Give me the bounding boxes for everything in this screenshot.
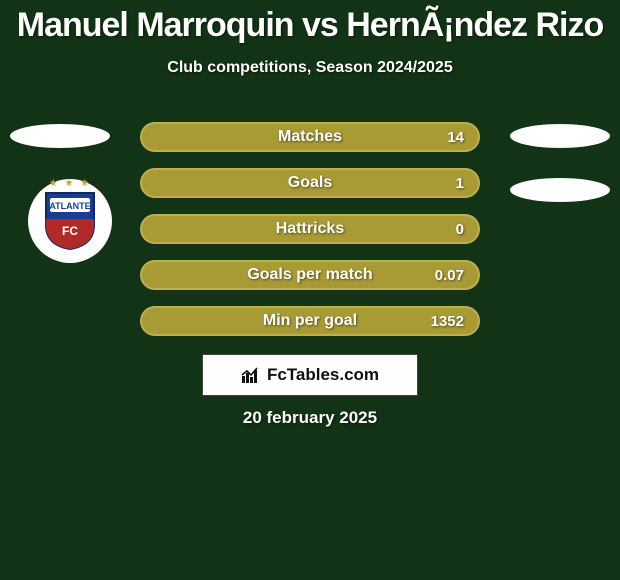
stat-bar-goals: Goals 1 (140, 168, 480, 198)
club-shield-icon: ★ ★ ★ ATLANTE FC (44, 191, 96, 251)
stat-label: Hattricks (276, 220, 344, 238)
stat-label: Min per goal (263, 312, 357, 330)
stats-bars: Matches 14 Goals 1 Hattricks 0 Goals per… (140, 122, 480, 352)
stat-bar-goals-per-match: Goals per match 0.07 (140, 260, 480, 290)
club-badge: ★ ★ ★ ATLANTE FC (28, 179, 112, 263)
bar-chart-icon (241, 366, 261, 384)
stat-value: 1352 (431, 313, 464, 330)
stat-bar-matches: Matches 14 (140, 122, 480, 152)
stat-label: Matches (278, 128, 342, 146)
right-player-slot-2 (510, 178, 610, 202)
stat-bar-hattricks: Hattricks 0 (140, 214, 480, 244)
source-logo[interactable]: FcTables.com (202, 354, 418, 396)
stat-value: 14 (447, 129, 464, 146)
svg-text:FC: FC (62, 224, 78, 238)
stat-value: 0.07 (435, 267, 464, 284)
snapshot-date: 20 february 2025 (0, 408, 620, 428)
page-title: Manuel Marroquin vs HernÃ¡ndez Rizo (0, 0, 620, 45)
stat-value: 1 (456, 175, 464, 192)
badge-stars-icon: ★ ★ ★ (44, 178, 96, 189)
source-logo-text: FcTables.com (267, 365, 379, 385)
stat-value: 0 (456, 221, 464, 238)
stat-bar-min-per-goal: Min per goal 1352 (140, 306, 480, 336)
subtitle: Club competitions, Season 2024/2025 (0, 59, 620, 77)
stat-label: Goals per match (247, 266, 372, 284)
left-player-slot (10, 124, 110, 148)
stat-label: Goals (288, 174, 332, 192)
right-player-slot-1 (510, 124, 610, 148)
svg-text:ATLANTE: ATLANTE (49, 201, 90, 211)
